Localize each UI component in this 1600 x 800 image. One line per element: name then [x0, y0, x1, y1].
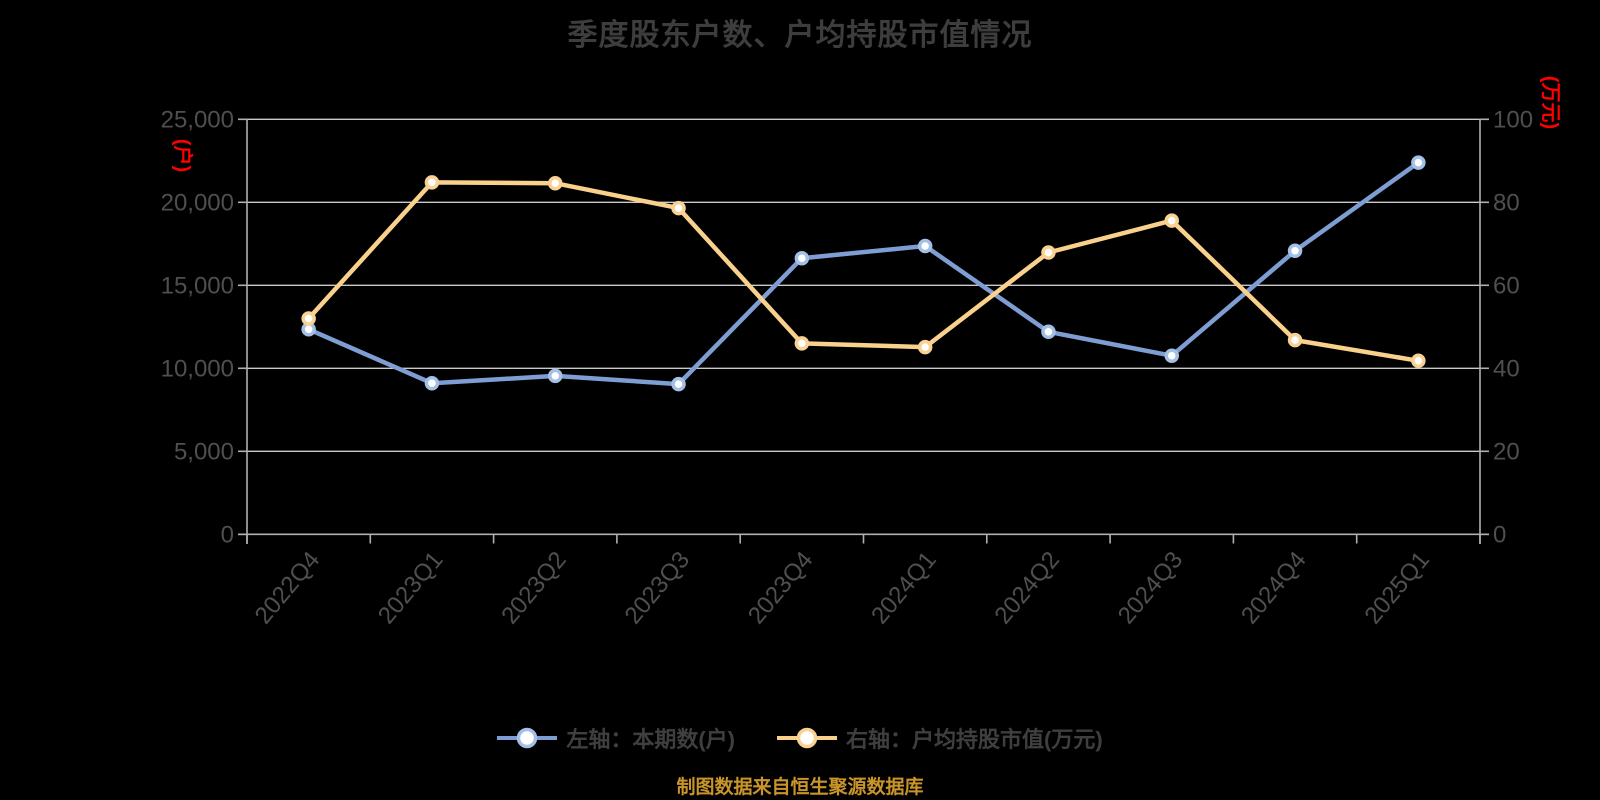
x-axis-label: 2025Q1 — [1359, 547, 1435, 630]
x-axis-label: 2024Q4 — [1236, 547, 1312, 630]
y-axis-right-tick-label: 60 — [1493, 272, 1520, 299]
data-point-marker — [1287, 243, 1303, 259]
data-point-marker — [548, 175, 563, 191]
legend-label: 右轴：户均持股市值(万元) — [846, 727, 1103, 752]
x-axis-label: 2024Q1 — [866, 547, 942, 630]
data-point-marker — [424, 175, 440, 190]
left-axis-unit-label: (户) — [171, 138, 194, 173]
data-point-marker — [1041, 324, 1056, 340]
y-axis-left-tick-label: 0 — [221, 521, 234, 548]
y-axis-right-tick-label: 0 — [1493, 521, 1506, 548]
series-line-1 — [306, 180, 1421, 364]
data-point-marker — [1041, 245, 1056, 260]
data-point-marker — [917, 238, 933, 254]
x-axis-label: 2023Q2 — [496, 547, 572, 630]
data-point-marker — [301, 311, 316, 326]
y-axis-right-tick-label: 20 — [1493, 438, 1520, 465]
data-point-marker — [917, 339, 933, 355]
data-source-note: 制图数据来自恒生聚源数据库 — [676, 777, 924, 798]
x-axis-label: 2023Q1 — [373, 547, 449, 630]
data-point-marker — [671, 200, 686, 216]
y-axis-right-tick-label: 80 — [1493, 189, 1520, 216]
y-axis-left-tick-label: 20,000 — [161, 189, 234, 216]
data-point-marker — [794, 336, 810, 351]
x-axis-label: 2022Q4 — [250, 547, 326, 630]
x-axis-label: 2024Q3 — [1113, 547, 1189, 630]
legend-marker-line-dot-icon — [497, 727, 558, 749]
legend: 左轴：本期数(户) 右轴：户均持股市值(万元) — [0, 722, 1600, 754]
y-axis-right-tick-label: 100 — [1493, 106, 1533, 133]
y-axis-left-tick-label: 10,000 — [161, 355, 234, 382]
y-axis-left-tick-label: 15,000 — [161, 272, 234, 299]
series-line-0 — [306, 160, 1421, 387]
data-point-marker — [1411, 155, 1426, 170]
y-axis-left-tick-label: 25,000 — [161, 106, 234, 133]
data-point-marker — [794, 250, 810, 266]
data-point-marker — [424, 375, 440, 391]
x-axis-label: 2023Q4 — [743, 547, 819, 630]
legend-marker-line-dot-icon — [777, 727, 837, 749]
data-point-marker — [548, 368, 563, 384]
data-point-marker — [1164, 348, 1179, 363]
y-axis-right-tick-label: 40 — [1493, 355, 1520, 382]
x-axis-label: 2024Q2 — [989, 547, 1065, 630]
y-axis-left-tick-label: 5,000 — [174, 438, 234, 465]
x-axis-label: 2023Q3 — [620, 547, 696, 630]
data-point-marker — [1164, 213, 1179, 228]
data-point-marker — [1287, 332, 1303, 348]
right-axis-unit-label: (万元) — [1539, 75, 1562, 130]
legend-item-avg-holding-value[interactable]: 右轴：户均持股市值(万元) — [777, 722, 1103, 754]
data-point-marker — [1411, 353, 1426, 369]
data-point-marker — [671, 376, 686, 392]
legend-item-shareholder-count[interactable]: 左轴：本期数(户) — [497, 722, 735, 754]
legend-label: 左轴：本期数(户) — [566, 727, 735, 752]
chart-title: 季度股东户数、户均持股市值情况 — [567, 19, 1033, 52]
